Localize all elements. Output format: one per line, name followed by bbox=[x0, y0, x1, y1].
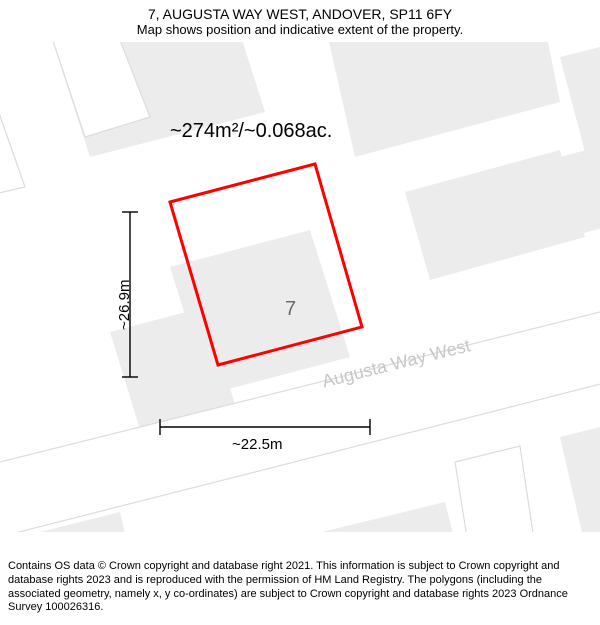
horizontal-dimension-label: ~22.5m bbox=[232, 436, 282, 453]
copyright-footer: Contains OS data © Crown copyright and d… bbox=[0, 554, 600, 625]
page-title: 7, AUGUSTA WAY WEST, ANDOVER, SP11 6FY bbox=[10, 6, 590, 22]
page-subtitle: Map shows position and indicative extent… bbox=[10, 22, 590, 37]
area-label: ~274m²/~0.068ac. bbox=[170, 120, 332, 143]
header: 7, AUGUSTA WAY WEST, ANDOVER, SP11 6FY M… bbox=[0, 0, 600, 41]
vertical-dimension-label: ~26.9m bbox=[116, 280, 133, 330]
map-svg bbox=[0, 42, 600, 532]
property-number-label: 7 bbox=[285, 298, 296, 321]
map-canvas: ~274m²/~0.068ac. ~26.9m ~22.5m 7 Augusta… bbox=[0, 42, 600, 532]
